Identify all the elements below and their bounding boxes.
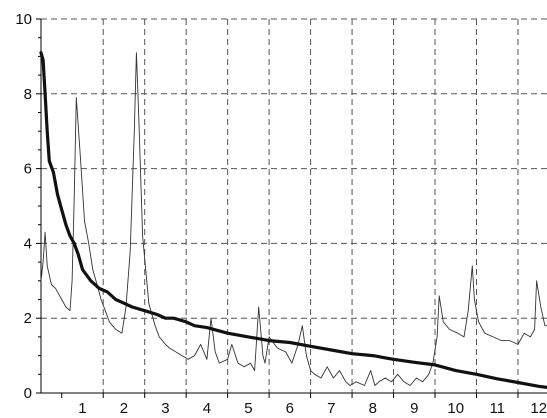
x-tick-label: 10 bbox=[447, 400, 464, 417]
x-tick-label: 1 bbox=[78, 400, 86, 417]
y-tick-label: 0 bbox=[24, 385, 32, 402]
x-tick-label: 6 bbox=[286, 400, 294, 417]
x-tick-label: 2 bbox=[120, 400, 128, 417]
series-line-thick bbox=[39, 51, 547, 389]
series-line-thin bbox=[40, 52, 547, 386]
y-tick-label: 4 bbox=[24, 235, 32, 252]
x-tick-label: 4 bbox=[203, 400, 211, 417]
x-tick-label: 12 bbox=[530, 400, 547, 417]
x-tick-label: 3 bbox=[161, 400, 169, 417]
series-lines bbox=[39, 51, 547, 389]
x-tick-label: 5 bbox=[244, 400, 252, 417]
grid-lines bbox=[41, 18, 547, 393]
y-tick-label: 6 bbox=[24, 161, 32, 178]
x-tick-label: 11 bbox=[489, 400, 505, 417]
y-tick-label: 2 bbox=[24, 310, 32, 327]
y-tick-label: 8 bbox=[24, 86, 32, 103]
y-tick-label: 10 bbox=[15, 11, 32, 28]
x-tick-label: 9 bbox=[410, 400, 418, 417]
x-tick-label: 8 bbox=[369, 400, 377, 417]
x-tick-label: 7 bbox=[327, 400, 335, 417]
axes bbox=[36, 18, 547, 398]
